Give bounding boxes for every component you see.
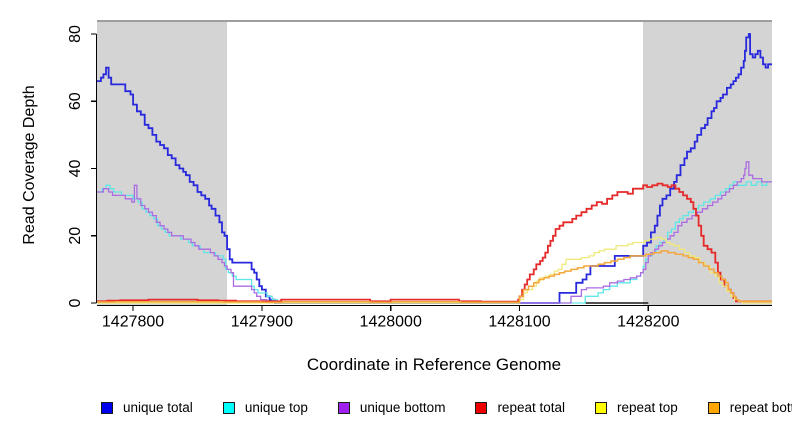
y-tick-label: 20 <box>67 227 84 245</box>
legend-item-unique-total: unique total <box>101 400 193 415</box>
legend-swatch-unique-top <box>222 401 235 414</box>
x-tick-label: 1428000 <box>360 314 422 331</box>
y-tick-label: 0 <box>67 298 84 307</box>
legend: unique total unique top unique bottom repea… <box>101 400 792 415</box>
y-tick-label: 60 <box>67 92 84 110</box>
legend-item-unique-top: unique top <box>222 400 308 415</box>
y-tick-label: 80 <box>67 25 84 43</box>
x-tick-label: 1427900 <box>231 314 293 331</box>
y-tick-label: 40 <box>67 160 84 178</box>
legend-swatch-repeat-total <box>475 401 488 414</box>
series-line-unique-top <box>97 181 772 304</box>
left-repeat-region <box>97 21 228 306</box>
legend-label-unique-bottom: unique bottom <box>359 400 446 415</box>
legend-label-unique-total: unique total <box>123 400 193 415</box>
x-tick-label: 1428100 <box>488 314 550 331</box>
series-line-unique-bottom <box>97 161 772 304</box>
series-line-repeat-bottom <box>97 250 772 304</box>
legend-label-repeat-bottom: repeat bottom <box>729 400 792 415</box>
legend-swatch-unique-total <box>101 401 113 414</box>
x-axis-title: Coordinate in Reference Genome <box>306 355 562 374</box>
legend-item-repeat-top: repeat top <box>594 400 678 415</box>
legend-swatch-repeat-top <box>594 401 607 414</box>
series-line-repeat-total <box>97 182 772 303</box>
legend-item-repeat-total: repeat total <box>475 400 565 415</box>
legend-label-repeat-top: repeat top <box>616 400 678 415</box>
legend-item-repeat-bottom: repeat bottom <box>707 400 792 415</box>
legend-swatch-unique-bottom <box>337 401 350 414</box>
series-line-repeat-top <box>97 236 772 304</box>
legend-swatch-repeat-bottom <box>707 401 720 414</box>
x-tick-label: 1428200 <box>617 314 679 331</box>
legend-label-unique-top: unique top <box>244 400 308 415</box>
y-axis-title: Read Coverage Depth <box>21 85 38 245</box>
legend-item-unique-bottom: unique bottom <box>337 400 446 415</box>
x-tick-label: 1427800 <box>102 314 164 331</box>
legend-label-repeat-total: repeat total <box>497 400 565 415</box>
right-repeat-region <box>643 21 772 306</box>
series-line-unique-total <box>97 33 772 304</box>
